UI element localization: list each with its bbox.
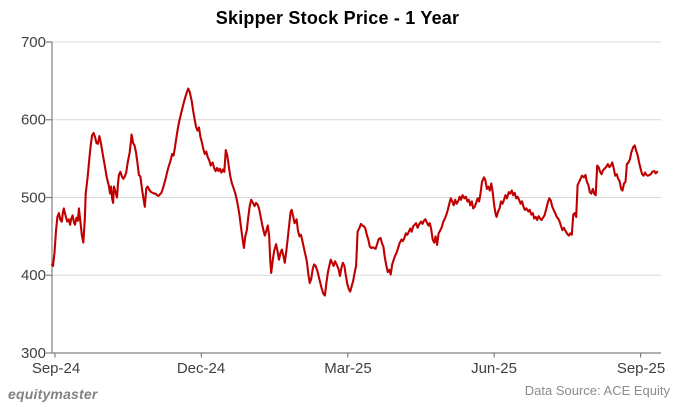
y-tick-label-300: 300 [21,345,46,362]
y-tick-label-400: 400 [21,267,46,284]
chart-title: Skipper Stock Price - 1 Year [215,8,460,28]
x-tick-label-sep24: Sep-24 [32,360,80,377]
y-tick-label-500: 500 [21,190,46,207]
price-line [51,87,659,297]
equitymaster-logo: equitymaster [8,386,98,402]
data-source-note: Data Source: ACE Equity [524,383,670,398]
y-tick-label-600: 600 [21,112,46,129]
y-axis-ticks [46,41,52,354]
x-tick-label-dec24: Dec-24 [177,360,225,377]
x-tick-label-mar25: Mar-25 [324,360,372,377]
y-tick-label-700: 700 [21,34,46,51]
x-axis-ticks [54,353,642,358]
x-tick-label-sep25: Sep-25 [617,360,665,377]
x-tick-label-jun25: Jun-25 [471,360,517,377]
